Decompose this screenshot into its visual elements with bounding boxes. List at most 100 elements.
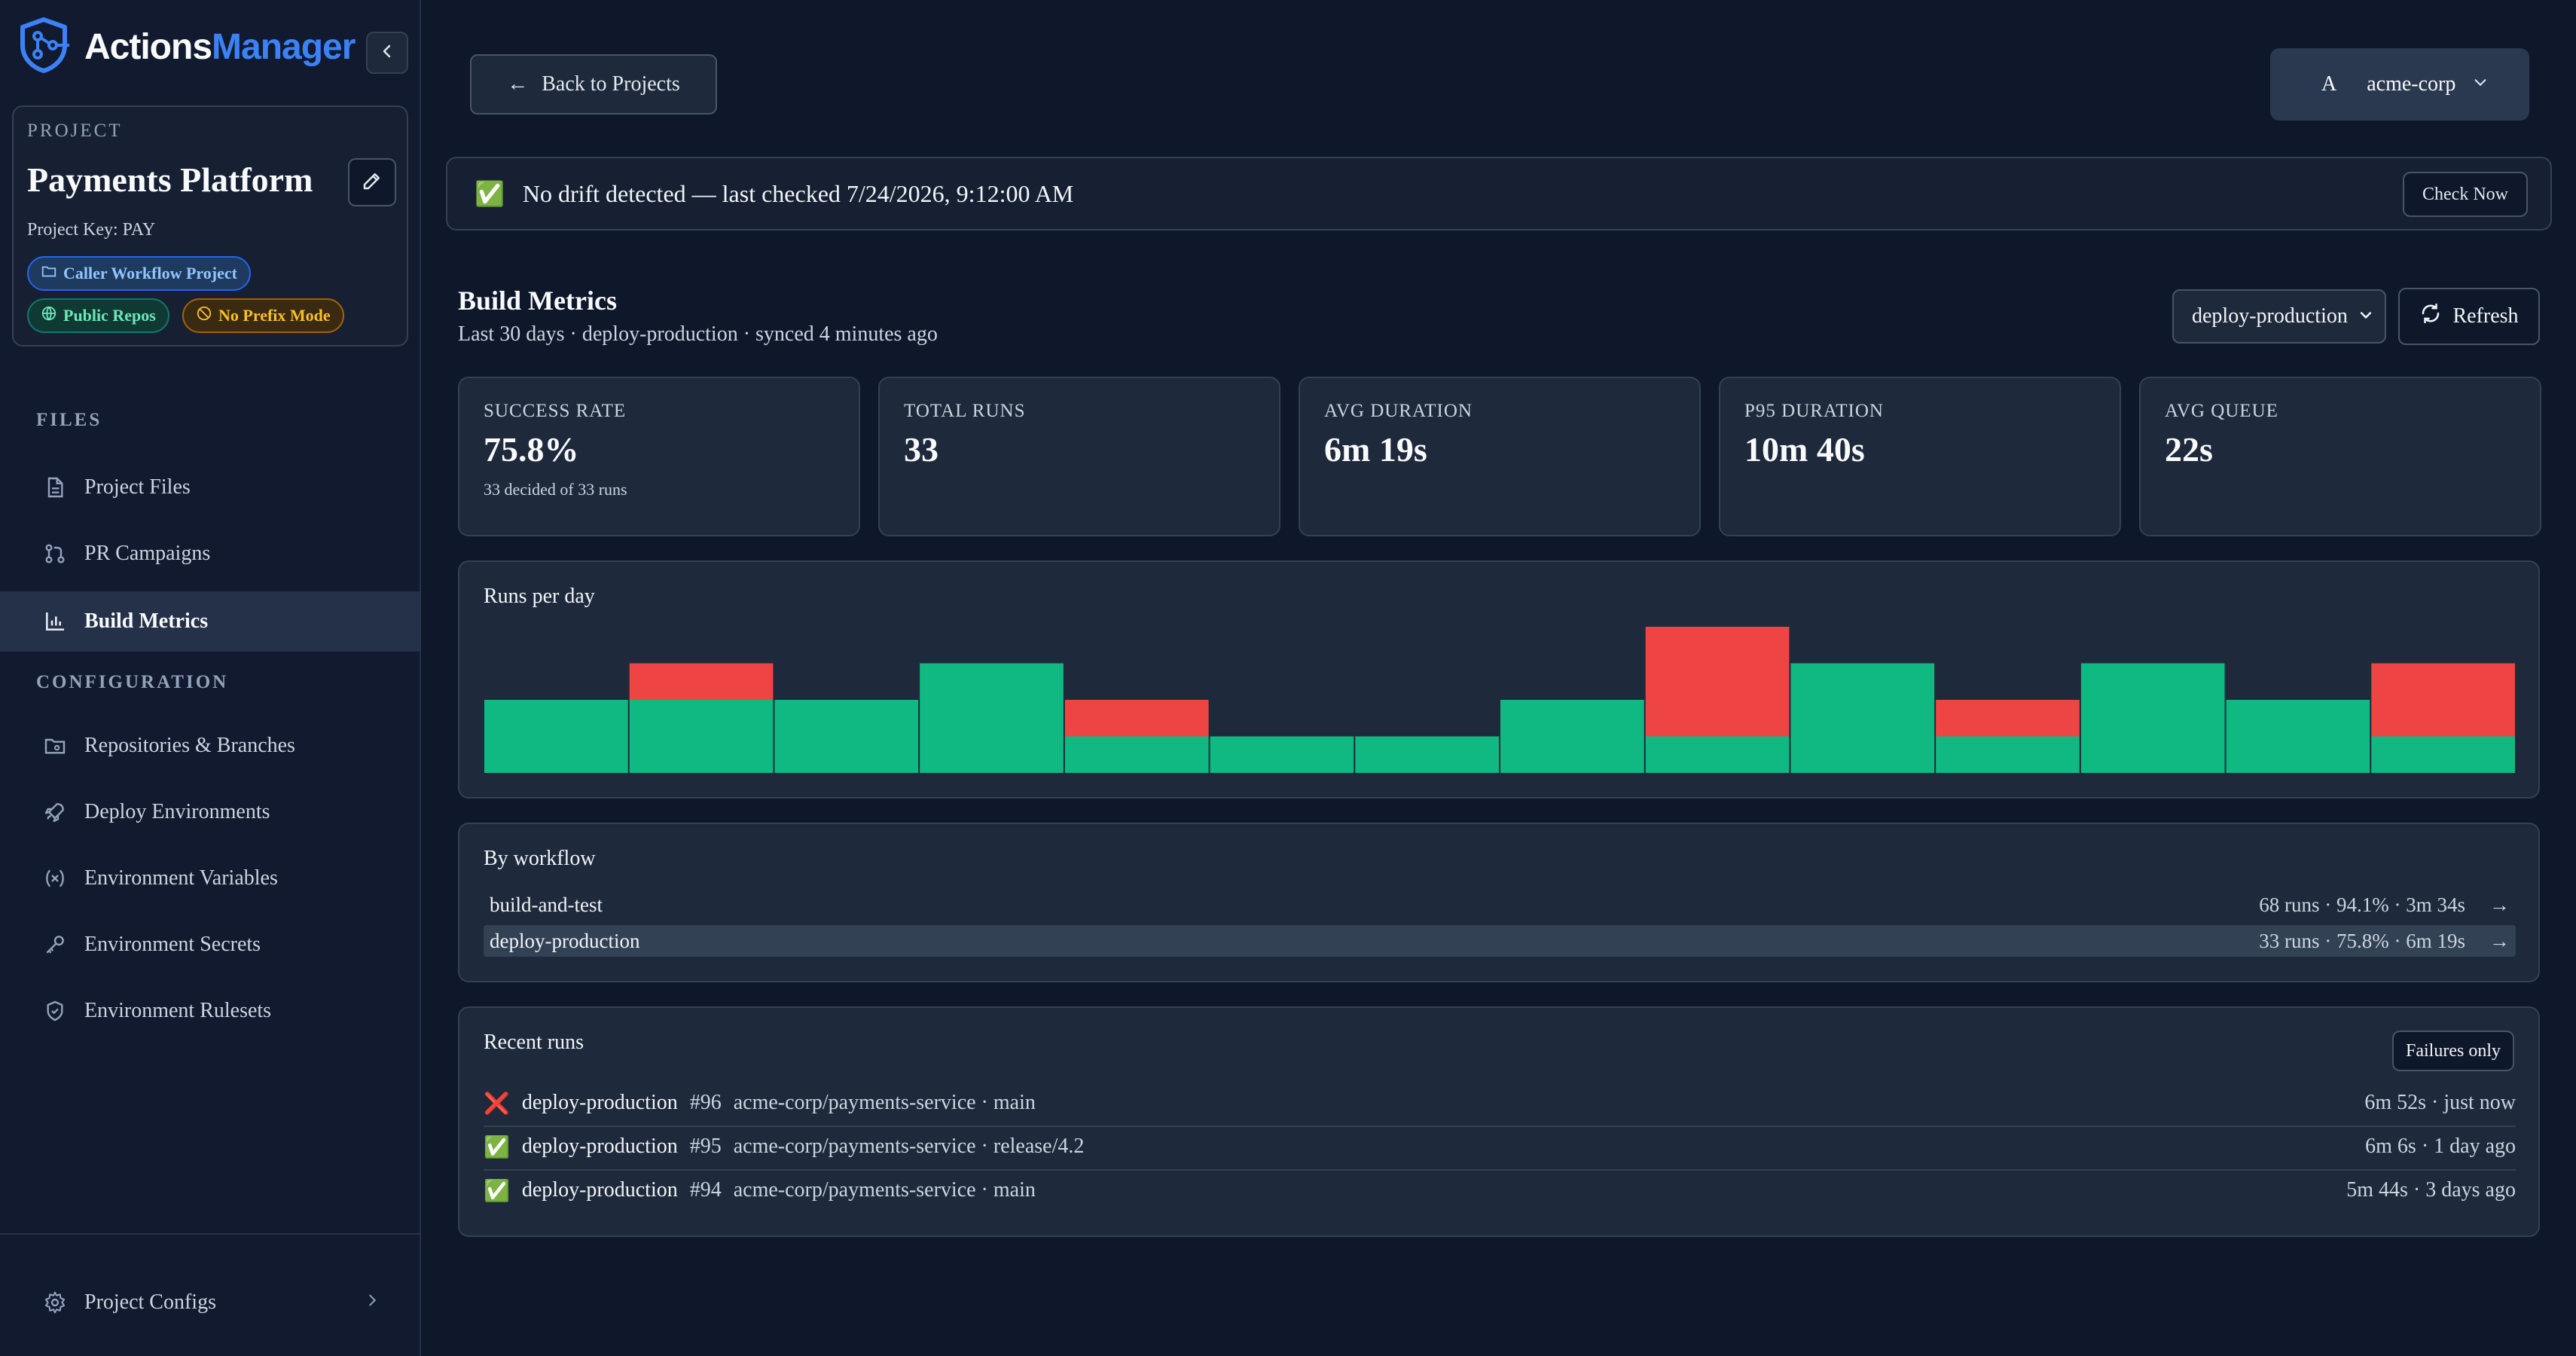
bar-success-2 [629, 700, 774, 773]
rocket-icon [42, 799, 68, 825]
stat-card-avg-duration: AVG DURATION 6m 19s [1299, 377, 1701, 536]
runs-per-day-chart [484, 627, 2515, 773]
x-circle-icon: ❌ [484, 1090, 510, 1116]
stat-value: 10m 40s [1744, 430, 1865, 469]
sidebar-footer: Project Configs [0, 1233, 420, 1356]
stat-label: TOTAL RUNS [904, 401, 1026, 421]
configuration-heading: CONFIGURATION [36, 672, 229, 692]
pencil-icon [361, 170, 383, 196]
bar-success-10 [1790, 663, 1935, 773]
divider [484, 1169, 2516, 1171]
folder-git-icon [42, 733, 68, 759]
sidebar-item-environment-variables[interactable]: Environment Variables [0, 848, 420, 909]
chevron-down-icon [2472, 72, 2489, 96]
globe-icon [41, 305, 57, 326]
run-workflow: deploy-production [521, 1135, 678, 1158]
sidebar-item-label: Environment Rulesets [84, 999, 272, 1022]
sidebar-item-label: Repositories & Branches [84, 734, 295, 757]
sidebar-item-build-metrics[interactable]: Build Metrics [0, 591, 420, 652]
bar-success-14 [2371, 736, 2515, 773]
badge-label: No Prefix Mode [218, 306, 331, 325]
page-subtitle: Last 30 days · deploy-production · synce… [458, 322, 938, 346]
refresh-button[interactable]: Refresh [2398, 288, 2540, 345]
brand[interactable]: ActionsManager [17, 17, 356, 78]
run-repo: acme-corp/payments-service · release/4.2 [733, 1135, 1085, 1158]
failures-only-toggle[interactable]: Failures only [2392, 1031, 2514, 1071]
refresh-label: Refresh [2452, 304, 2519, 328]
collapse-sidebar-button[interactable] [366, 32, 408, 74]
stat-label: P95 DURATION [1744, 401, 1884, 421]
file-icon [42, 475, 68, 500]
sidebar-item-label: Deploy Environments [84, 800, 270, 823]
sidebar-item-label: Environment Secrets [84, 933, 261, 956]
sidebar-item-environment-rulesets[interactable]: Environment Rulesets [0, 981, 420, 1041]
sidebar-item-label: Project Files [84, 475, 191, 499]
variable-icon [42, 866, 68, 891]
logo-shield-icon [17, 17, 71, 78]
workflow-row-build-and-test[interactable]: build-and-test 68 runs · 94.1% · 3m 34s → [484, 889, 2516, 921]
run-meta: 6m 6s · 1 day ago [2365, 1135, 2516, 1158]
drift-status-banner: ✅ No drift detected — last checked 7/24/… [446, 157, 2552, 231]
files-heading: FILES [36, 410, 102, 430]
run-number: #96 [689, 1091, 722, 1114]
sidebar-item-deploy-environments[interactable]: Deploy Environments [0, 782, 420, 842]
check-circle-icon: ✅ [484, 1134, 510, 1159]
ban-icon [196, 305, 212, 326]
run-row[interactable]: ✅ deploy-production #95 acme-corp/paymen… [484, 1125, 2516, 1168]
bar-success-5 [1064, 736, 1209, 773]
chevron-left-icon [378, 42, 396, 64]
sidebar-item-project-files[interactable]: Project Files [0, 457, 420, 518]
stat-value: 22s [2165, 430, 2213, 469]
sidebar-item-pr-campaigns[interactable]: PR Campaigns [0, 524, 420, 584]
run-repo: acme-corp/payments-service · main [733, 1091, 1036, 1114]
workflow-name: deploy-production [490, 929, 640, 952]
sidebar: ActionsManager PROJECT Payments Platform… [0, 0, 421, 1356]
divider [484, 1125, 2516, 1127]
run-repo: acme-corp/payments-service · main [733, 1178, 1036, 1202]
workflow-stats: 68 runs · 94.1% · 3m 34s → [2259, 893, 2510, 917]
run-workflow: deploy-production [521, 1091, 678, 1114]
run-row[interactable]: ✅ deploy-production #94 acme-corp/paymen… [484, 1169, 2516, 1211]
back-label: Back to Projects [542, 72, 680, 96]
run-meta: 6m 52s · just now [2364, 1091, 2516, 1114]
workflow-stats-text: 33 runs · 75.8% · 6m 19s [2259, 929, 2465, 952]
stat-label: SUCCESS RATE [484, 401, 627, 421]
stat-label: AVG QUEUE [2165, 401, 2278, 421]
refresh-icon [2419, 302, 2442, 331]
edit-project-button[interactable] [348, 158, 396, 206]
workflow-select-value: deploy-production [2192, 304, 2348, 328]
bar-success-11 [1936, 736, 2080, 773]
check-now-button[interactable]: Check Now [2403, 172, 2528, 217]
arrow-right-icon: → [2489, 893, 2510, 916]
sidebar-item-repositories[interactable]: Repositories & Branches [0, 716, 420, 776]
project-label: PROJECT [27, 121, 123, 141]
bar-success-4 [920, 663, 1064, 773]
stat-card-success-rate: SUCCESS RATE 75.8% 33 decided of 33 runs [458, 377, 860, 536]
sidebar-item-environment-secrets[interactable]: Environment Secrets [0, 915, 420, 975]
check-circle-icon: ✅ [484, 1177, 510, 1203]
org-switcher[interactable]: A acme-corp [2270, 48, 2529, 121]
project-configs-item[interactable]: Project Configs [0, 1272, 420, 1333]
run-meta: 5m 44s · 3 days ago [2346, 1178, 2516, 1202]
bar-success-3 [774, 700, 919, 773]
bar-success-8 [1500, 700, 1644, 773]
gear-icon [42, 1290, 68, 1315]
workflow-select[interactable]: deploy-production [2172, 289, 2386, 344]
project-card: PROJECT Payments Platform Project Key: P… [12, 105, 408, 347]
run-workflow: deploy-production [521, 1178, 678, 1202]
check-circle-icon: ✅ [475, 179, 505, 208]
by-workflow-panel: By workflow build-and-test 68 runs · 94.… [458, 823, 2540, 982]
badge-label: Public Repos [63, 306, 156, 325]
org-name: acme-corp [2367, 72, 2456, 96]
stat-note: 33 decided of 33 runs [484, 480, 627, 499]
stat-card-total-runs: TOTAL RUNS 33 [878, 377, 1280, 536]
bar-success-9 [1645, 736, 1790, 773]
run-row[interactable]: ❌ deploy-production #96 acme-corp/paymen… [484, 1082, 2516, 1124]
bar-success-7 [1355, 736, 1499, 773]
workflow-row-deploy-production[interactable]: deploy-production 33 runs · 75.8% · 6m 1… [484, 925, 2516, 957]
bar-chart-icon [42, 609, 68, 634]
back-to-projects-button[interactable]: ← Back to Projects [470, 54, 717, 115]
bar-success-12 [2080, 663, 2225, 773]
chevron-right-icon [364, 1290, 380, 1315]
run-number: #95 [689, 1135, 722, 1158]
